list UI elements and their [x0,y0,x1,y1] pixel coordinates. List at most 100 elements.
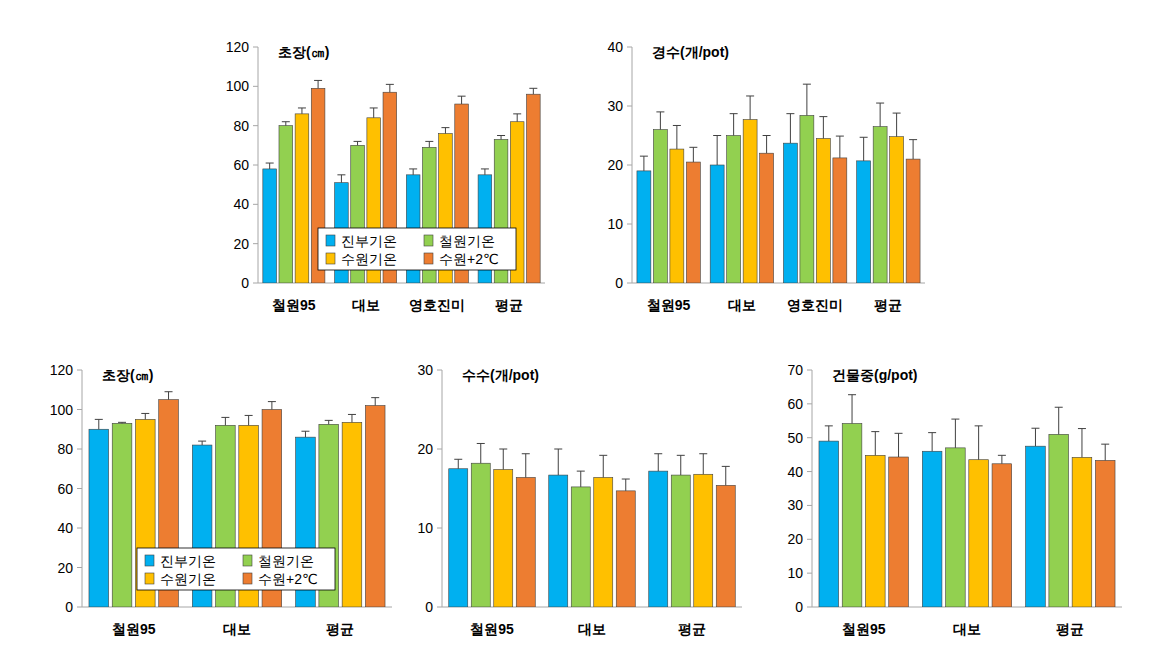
error-bar [928,433,936,452]
bar [816,138,830,283]
x-tick-label: 평균 [326,621,354,637]
y-tick-label: 20 [233,236,249,252]
error-bar [529,88,537,94]
y-tick [627,283,632,284]
error-bar [871,432,879,456]
bar [833,158,847,283]
error-bar [266,163,274,169]
x-tick-label: 영호진미 [787,297,843,313]
y-tick [807,539,812,540]
legend-swatch [326,253,335,264]
title: 건물중(g/pot) [832,367,918,383]
y-tick-label: 0 [241,275,249,291]
x-tick-label: 대보 [578,621,606,637]
bar [670,149,684,283]
error-bar [325,420,333,424]
error-bar [481,169,489,175]
y-tick-label: 20 [417,441,433,457]
legend: 진부기온철원기온수원기온수원+2℃ [318,228,516,270]
bar [760,153,774,283]
y-tick-label: 20 [607,157,623,173]
bar [649,471,668,607]
bar [494,470,513,607]
bar [295,114,309,283]
error-bar [803,84,811,115]
error-bar [409,169,417,175]
legend-label: 수원+2℃ [258,571,318,587]
error-bar [371,398,379,406]
marks [449,443,736,607]
error-bar [786,114,794,144]
error-bar [165,392,173,400]
error-bar [893,113,901,137]
error-bar [245,415,253,425]
y-axis [812,370,813,607]
y-tick [253,165,258,166]
error-bar [689,147,697,162]
error-bar [825,426,833,441]
error-bar [497,136,505,140]
y-tick [253,243,258,244]
title: 초장(㎝) [278,44,329,60]
y-tick [437,607,442,608]
x-tick-label: 평균 [678,621,706,637]
bar [686,162,700,283]
y-tick [253,283,258,284]
legend-box [318,228,516,270]
y-tick-label: 100 [50,402,74,418]
bar [527,94,541,283]
error-bar [95,419,103,429]
y-tick-label: 20 [57,560,73,576]
y-tick [77,567,82,568]
error-bar [998,455,1006,463]
chart: 010203040506070철원95대보평균건물중(g/pot) [787,362,1122,637]
y-axis [442,370,443,607]
error-bar [677,455,685,475]
title: 경수(개/pot) [652,44,729,60]
bar [710,165,724,283]
y-tick-label: 10 [417,520,433,536]
legend-box [137,548,335,590]
legend-swatch [326,235,335,246]
bar [89,429,109,607]
error-bar [1078,429,1086,458]
y-tick-label: 0 [65,599,73,615]
y-tick-label: 100 [226,78,250,94]
y-tick [77,528,82,529]
y-tick [807,573,812,574]
bar [727,136,741,284]
x-tick-label: 영호진미 [409,297,465,313]
y-tick-label: 30 [607,98,623,114]
y-tick [627,106,632,107]
legend-swatch [145,573,154,584]
error-bar [301,431,309,437]
error-bar [337,175,345,183]
error-bar [554,449,562,475]
y-tick [253,204,258,205]
bar [263,169,277,283]
bar [279,126,293,283]
bar [616,491,635,607]
y-tick-label: 10 [787,565,803,581]
y-tick [807,370,812,371]
legend-label: 철원기온 [258,553,314,569]
error-bar [141,413,149,419]
error-bar [895,433,903,457]
bar [1026,446,1046,607]
x-tick-label: 대보 [352,297,380,313]
error-bar [975,426,983,460]
title: 수수(개/pot) [462,367,539,383]
error-bar [477,443,485,463]
bar [594,477,613,607]
error-bar [425,141,433,147]
error-bar [1101,444,1109,460]
legend-swatch [243,555,252,566]
error-bar [951,419,959,448]
bar [946,448,966,607]
y-tick-label: 10 [607,216,623,232]
y-tick [627,224,632,225]
y-tick-label: 120 [226,39,250,55]
error-bar [441,128,449,134]
error-bar [713,136,721,166]
x-tick-label: 대보 [223,621,251,637]
